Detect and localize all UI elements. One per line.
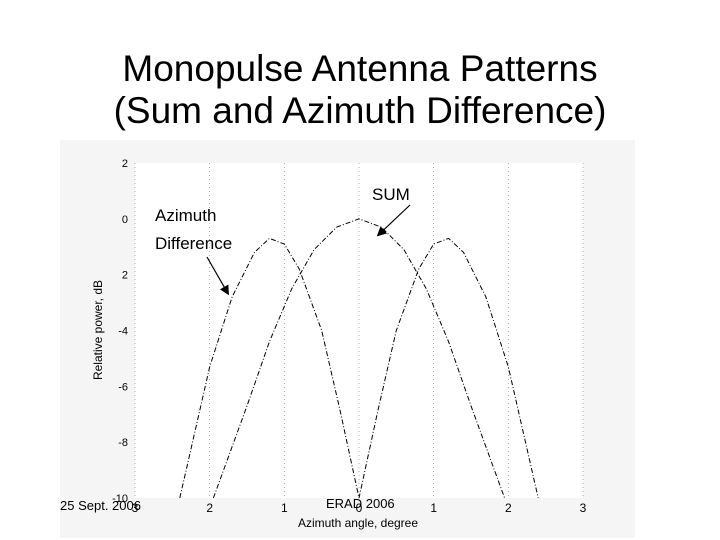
series-lines [179, 218, 539, 499]
footer-date: 25 Sept. 2006 [60, 498, 141, 513]
slide-title-line-2: (Sum and Azimuth Difference) [113, 90, 607, 131]
y-tick-label: -6 [118, 381, 128, 393]
series-line-sum [212, 218, 506, 499]
x-tick-label: 2 [206, 501, 213, 515]
footer-conference: ERAD 2006 [326, 496, 395, 511]
annotation-azimuth-difference-line-1: Azimuth [155, 206, 216, 225]
slide-title: Monopulse Antenna Patterns (Sum and Azim… [0, 48, 720, 132]
x-tick-label: 3 [580, 501, 587, 515]
series-line-azimuth-difference [179, 237, 539, 499]
x-axis-label: Azimuth angle, degree [298, 516, 418, 530]
slide-title-line-1: Monopulse Antenna Patterns [122, 48, 598, 89]
annotation-sum: SUM [372, 185, 410, 204]
x-tick-label: 2 [505, 501, 512, 515]
annotation-azimuth-difference-line-2: Difference [155, 234, 232, 253]
annotation-arrow-sum [376, 204, 411, 237]
annotation-arrow-azimuth-difference [206, 256, 229, 296]
y-tick-label: 2 [122, 158, 128, 170]
y-tick-label: -10 [112, 493, 128, 505]
x-tick-label: 0 [356, 501, 363, 515]
y-tick-label: -8 [118, 437, 128, 449]
y-tick-label: 2 [122, 270, 128, 282]
axis-ticks: 2 0 2 -4 -6 -8 -10 3 2 1 0 1 2 3 [112, 158, 587, 515]
y-axis-label: Relative power, dB [91, 280, 105, 380]
annotations: Azimuth Difference SUM [155, 185, 411, 296]
x-tick-label: 3 [132, 501, 139, 515]
y-tick-label: -4 [118, 326, 128, 338]
x-tick-label: 1 [430, 501, 437, 515]
x-tick-label: 1 [281, 501, 288, 515]
y-tick-label: 0 [122, 214, 128, 226]
